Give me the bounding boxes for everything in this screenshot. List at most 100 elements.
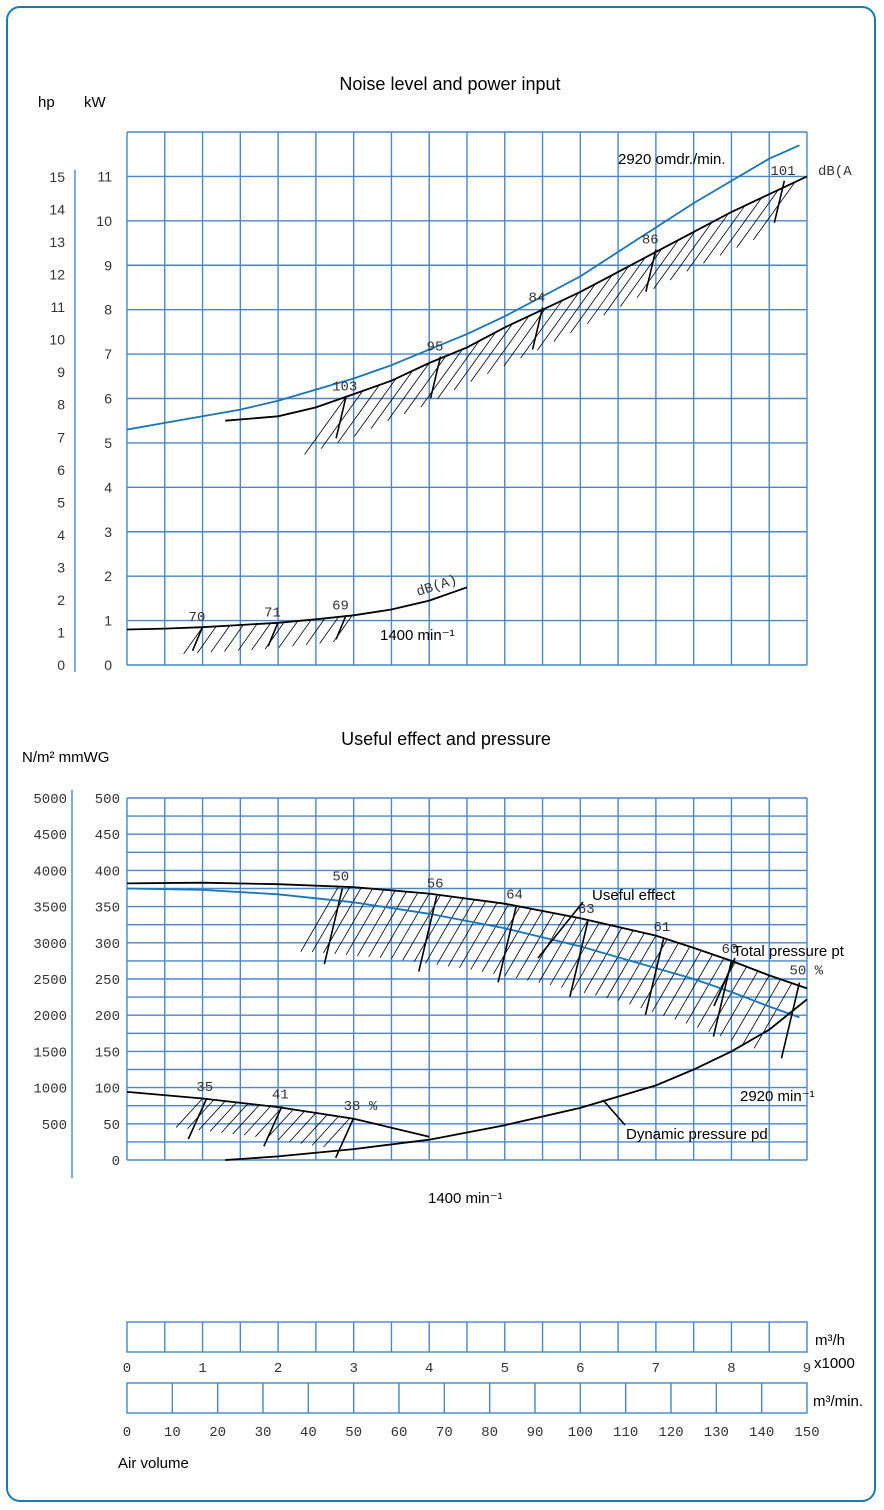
hatch-line <box>232 1104 260 1135</box>
efficiency-label: 38 % <box>344 1099 378 1115</box>
leader-total-pressure <box>713 957 736 1007</box>
tick-kw: 3 <box>104 524 112 540</box>
tick-kw: 8 <box>104 302 112 318</box>
chart-frame <box>6 6 876 1502</box>
efficiency-label: 64 <box>506 888 523 904</box>
unit-hp: hp <box>38 94 55 111</box>
tick-hp: 2 <box>57 592 65 608</box>
tick-nm2: 3500 <box>33 901 67 917</box>
tick-hp: 3 <box>57 559 65 575</box>
label-1400-min: 1400 min⁻¹ <box>428 1190 503 1207</box>
curve-dynamic-pressure <box>225 998 808 1161</box>
scale-m3min-bar <box>126 1382 808 1414</box>
efficiency-iso-mark <box>497 906 517 983</box>
hatch-line <box>305 618 326 646</box>
unit-nm2-mmwg: N/m² mmWG <box>22 749 109 766</box>
tick-m3min: 110 <box>613 1425 638 1441</box>
chart-title-pressure: Useful effect and pressure <box>341 729 551 749</box>
tick-hp: 1 <box>57 624 65 640</box>
hatch-line <box>663 950 702 1016</box>
label-1400: 1400 min⁻¹ <box>380 627 455 644</box>
tick-hp: 8 <box>57 397 65 413</box>
efficiency-iso-mark <box>334 1117 355 1159</box>
hatch-line <box>549 919 589 986</box>
tick-nm2: 2500 <box>33 973 67 989</box>
hatch-line <box>320 390 364 449</box>
tick-kw: 9 <box>104 257 112 273</box>
tick-hp: 12 <box>49 267 65 283</box>
noise-iso-mark <box>531 307 544 350</box>
efficiency-iso-mark <box>780 982 801 1059</box>
tick-mmwg: 100 <box>95 1082 120 1098</box>
tick-m3min: 60 <box>391 1425 408 1441</box>
noise-label-69: 69 <box>332 598 349 614</box>
tick-kw: 7 <box>104 346 112 362</box>
hatch-line <box>292 619 312 647</box>
tick-nm2: 1000 <box>33 1082 67 1098</box>
hatch-line <box>198 1100 226 1131</box>
tick-m3min: 90 <box>527 1425 544 1441</box>
hatch-line <box>196 626 217 654</box>
tick-m3h: 9 <box>803 1361 811 1377</box>
noise-label-84: 84 <box>529 290 546 306</box>
hatch-line <box>572 924 611 991</box>
efficiency-iso-mark <box>644 938 665 1016</box>
tick-mmwg: 400 <box>95 864 120 880</box>
chart-title-noise: Noise level and power input <box>339 74 560 94</box>
noise-iso-mark <box>335 614 347 640</box>
noise-iso-mark <box>335 396 347 439</box>
tick-m3h: 8 <box>727 1361 735 1377</box>
hatch-line <box>437 340 480 400</box>
hatch-line <box>708 966 747 1033</box>
noise-iso-mark <box>645 249 657 292</box>
hatch-line <box>719 197 762 256</box>
tick-nm2: 2000 <box>33 1009 67 1025</box>
efficiency-label: 56 <box>427 877 444 893</box>
hatch-line <box>536 292 580 351</box>
hatch-line <box>503 308 546 367</box>
tick-hp: 6 <box>57 462 65 478</box>
hatch-line <box>595 930 634 996</box>
tick-m3min: 0 <box>123 1425 131 1441</box>
noise-label-95: 95 <box>427 339 444 355</box>
hatch-line <box>753 982 793 1049</box>
hatch-line <box>520 300 563 359</box>
efficiency-label: 41 <box>272 1087 289 1103</box>
hatch-line <box>354 378 397 437</box>
efficiency-iso-mark <box>417 895 438 972</box>
label-dynamic-pressure: Dynamic pressure pd <box>626 1126 768 1143</box>
tick-hp: 9 <box>57 364 65 380</box>
tick-m3min: 50 <box>345 1425 362 1441</box>
hatch-line <box>436 899 475 966</box>
tick-mmwg: 300 <box>95 937 120 953</box>
hatch-line <box>570 274 613 334</box>
tick-m3min: 130 <box>704 1425 729 1441</box>
hatch-line <box>237 623 258 651</box>
tick-m3h: 7 <box>652 1361 660 1377</box>
label-useful-effect: Useful effect <box>592 887 676 904</box>
hatch-line <box>289 1112 317 1143</box>
tick-nm2: 500 <box>42 1118 67 1134</box>
tick-nm2: 1500 <box>33 1045 67 1061</box>
hatch-line <box>731 975 770 1041</box>
tick-mmwg: 50 <box>103 1118 120 1134</box>
tick-nm2: 3000 <box>33 937 67 953</box>
unit-kw: kW <box>84 94 107 111</box>
hatch-line <box>379 892 419 958</box>
hatch-line <box>583 927 623 994</box>
tick-kw: 11 <box>97 168 112 184</box>
hatch-line <box>304 396 347 455</box>
hatch-line <box>719 970 759 1037</box>
efficiency-label: 50 % <box>789 964 823 980</box>
tick-mmwg: 500 <box>95 792 120 808</box>
hatch-line <box>319 616 339 644</box>
tick-m3min: 20 <box>209 1425 226 1441</box>
tick-m3h: 6 <box>576 1361 584 1377</box>
hatch-line <box>420 349 463 408</box>
hatch-line <box>606 932 645 999</box>
tick-m3min: 80 <box>481 1425 498 1441</box>
curve-2920-pressure <box>126 887 800 1019</box>
hatch-line <box>538 917 577 983</box>
tick-mmwg: 450 <box>95 828 120 844</box>
noise-iso-mark <box>773 180 786 224</box>
